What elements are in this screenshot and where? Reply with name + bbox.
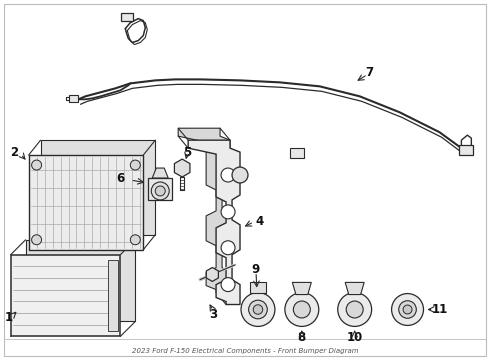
Polygon shape xyxy=(25,240,135,321)
Polygon shape xyxy=(41,140,155,235)
Bar xyxy=(122,13,133,21)
Circle shape xyxy=(399,301,416,318)
Text: 10: 10 xyxy=(346,331,363,344)
Circle shape xyxy=(232,167,248,183)
Polygon shape xyxy=(250,282,266,293)
Bar xyxy=(148,178,172,200)
Text: 9: 9 xyxy=(252,263,260,276)
Circle shape xyxy=(241,293,275,327)
Text: 7: 7 xyxy=(366,66,374,79)
Circle shape xyxy=(221,278,235,292)
Polygon shape xyxy=(174,159,190,177)
Circle shape xyxy=(285,293,319,327)
Text: 5: 5 xyxy=(183,145,191,159)
Polygon shape xyxy=(293,282,311,294)
Circle shape xyxy=(130,160,140,170)
Circle shape xyxy=(130,235,140,245)
Circle shape xyxy=(253,305,263,314)
Circle shape xyxy=(32,160,42,170)
Circle shape xyxy=(294,301,310,318)
Bar xyxy=(28,155,143,250)
Circle shape xyxy=(392,293,423,325)
Circle shape xyxy=(221,241,235,255)
Polygon shape xyxy=(345,282,364,294)
Circle shape xyxy=(151,182,169,200)
Circle shape xyxy=(403,305,412,314)
Text: 8: 8 xyxy=(298,331,306,344)
Polygon shape xyxy=(178,128,230,293)
Polygon shape xyxy=(188,140,240,305)
Text: 11: 11 xyxy=(431,303,447,316)
Circle shape xyxy=(32,235,42,245)
Circle shape xyxy=(155,186,165,196)
Bar xyxy=(460,145,473,155)
Circle shape xyxy=(338,293,371,327)
Circle shape xyxy=(221,168,235,182)
Circle shape xyxy=(221,205,235,219)
Bar xyxy=(290,148,304,158)
Bar xyxy=(108,260,119,332)
Text: 3: 3 xyxy=(209,308,217,321)
Text: 2023 Ford F-150 Electrical Components - Front Bumper Diagram: 2023 Ford F-150 Electrical Components - … xyxy=(132,348,358,354)
Text: 6: 6 xyxy=(116,171,124,185)
Polygon shape xyxy=(152,168,168,178)
Bar xyxy=(11,255,121,336)
Text: 2: 2 xyxy=(11,145,19,159)
Circle shape xyxy=(346,301,363,318)
Text: 4: 4 xyxy=(256,215,264,228)
Polygon shape xyxy=(206,267,219,282)
Circle shape xyxy=(248,300,267,319)
Bar xyxy=(69,95,78,102)
Text: 1: 1 xyxy=(4,311,13,324)
